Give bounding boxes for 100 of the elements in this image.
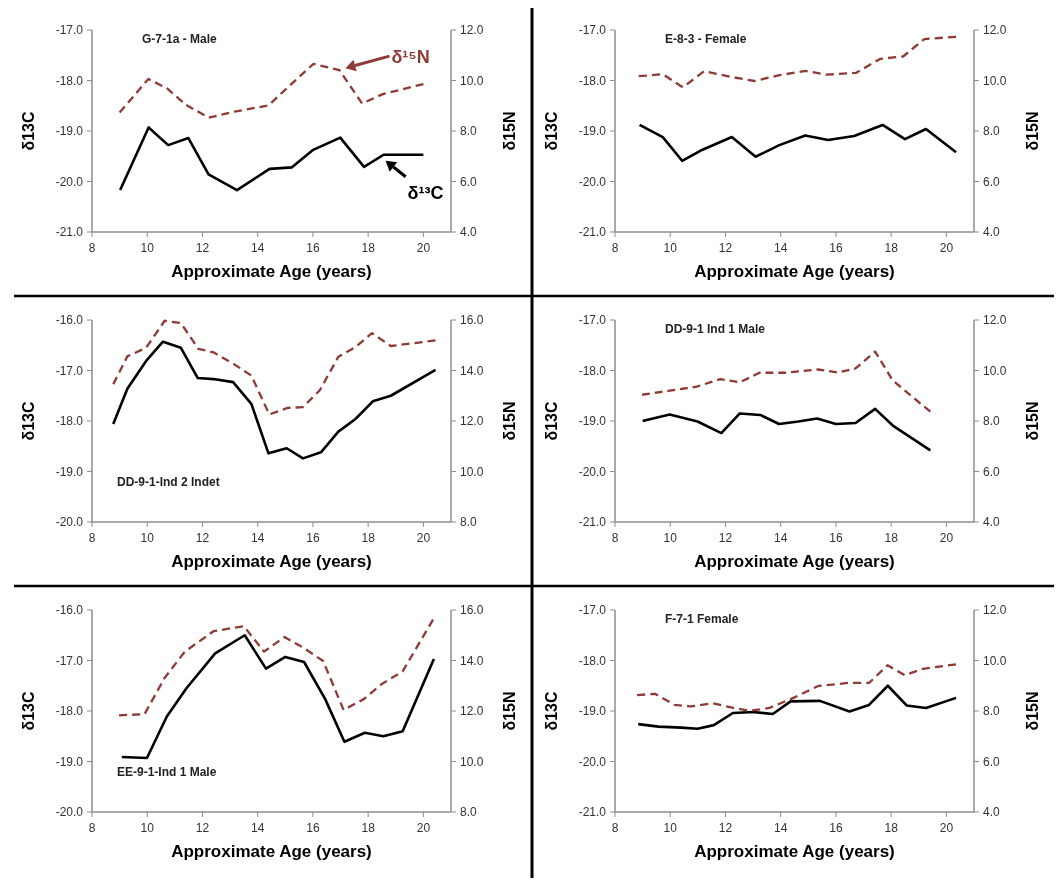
line-series xyxy=(117,618,435,717)
x-tick-label: 16 xyxy=(306,241,320,255)
y-tick-label: -19.0 xyxy=(55,754,84,769)
y-axis-title: δ13C xyxy=(20,691,37,731)
x-tick-label: 12 xyxy=(718,821,733,835)
chart-title: G-7-1a - Male xyxy=(142,32,218,47)
y-tick-label: -16.0 xyxy=(55,313,84,328)
y2-axis-title: δ15N xyxy=(501,111,518,151)
line-series xyxy=(120,633,436,760)
x-tick-label: 16 xyxy=(306,531,320,545)
y-axis-title: δ13C xyxy=(543,691,560,731)
y-tick-label: -16.0 xyxy=(55,603,84,618)
chart-title: E-8-3 - Female xyxy=(665,32,747,47)
chart-title: F-7-1 Female xyxy=(665,612,739,627)
x-tick-label: 12 xyxy=(195,241,210,255)
series-label: δ¹³C xyxy=(407,182,444,203)
y2-tick-label: 14.0 xyxy=(460,363,484,378)
y2-tick-label: 4.0 xyxy=(983,515,1001,530)
y2-axis-title: δ15N xyxy=(1024,691,1041,731)
y-tick-label: -20.0 xyxy=(578,464,607,479)
y2-tick-label: 12.0 xyxy=(460,23,484,38)
line-series xyxy=(640,350,932,413)
y-tick-label: -17.0 xyxy=(55,363,84,378)
x-tick-label: 14 xyxy=(251,241,265,255)
x-axis-title: Approximate Age (years) xyxy=(694,842,895,861)
y2-tick-label: 10.0 xyxy=(460,754,484,769)
y2-tick-label: 4.0 xyxy=(983,225,1001,240)
x-tick-label: 20 xyxy=(939,241,954,255)
x-tick-label: 10 xyxy=(663,821,678,835)
x-tick-label: 16 xyxy=(829,531,843,545)
x-tick-label: 14 xyxy=(774,531,788,545)
x-tick-label: 8 xyxy=(88,531,96,545)
y2-tick-label: 10.0 xyxy=(983,363,1007,378)
x-tick-label: 10 xyxy=(140,821,155,835)
y-tick-label: -21.0 xyxy=(55,225,84,240)
y2-tick-label: 16.0 xyxy=(460,313,484,328)
y2-tick-label: 8.0 xyxy=(983,124,1001,139)
x-axis-title: Approximate Age (years) xyxy=(171,552,372,571)
y-tick-label: -18.0 xyxy=(578,363,607,378)
y-axis-title: δ13C xyxy=(20,401,37,441)
x-tick-label: 18 xyxy=(884,241,899,255)
y-tick-label: -17.0 xyxy=(55,23,84,38)
y-tick-label: -20.0 xyxy=(578,754,607,769)
y-axis-title: δ13C xyxy=(543,401,560,441)
x-tick-label: 20 xyxy=(939,821,954,835)
x-tick-label: 18 xyxy=(361,531,376,545)
x-tick-label: 16 xyxy=(306,821,320,835)
y-tick-label: -17.0 xyxy=(578,23,607,38)
y2-tick-label: 12.0 xyxy=(460,704,484,719)
x-tick-label: 18 xyxy=(884,821,899,835)
y2-tick-label: 8.0 xyxy=(460,515,478,530)
y-tick-label: -18.0 xyxy=(55,73,84,88)
y-tick-label: -19.0 xyxy=(55,464,84,479)
y-tick-label: -17.0 xyxy=(578,603,607,618)
y2-axis-title: δ15N xyxy=(1024,111,1041,151)
y-axis-title: δ13C xyxy=(20,111,37,151)
y2-tick-label: 6.0 xyxy=(460,174,478,189)
x-axis-title: Approximate Age (years) xyxy=(694,552,895,571)
x-tick-label: 20 xyxy=(416,821,431,835)
x-tick-label: 8 xyxy=(611,821,619,835)
x-tick-label: 14 xyxy=(251,531,265,545)
y-tick-label: -20.0 xyxy=(578,174,607,189)
y2-tick-label: 10.0 xyxy=(460,73,484,88)
y-tick-label: -19.0 xyxy=(578,414,607,429)
line-series xyxy=(636,684,958,730)
y2-tick-label: 8.0 xyxy=(983,414,1001,429)
y2-tick-label: 12.0 xyxy=(460,414,484,429)
x-tick-label: 14 xyxy=(774,821,788,835)
line-series xyxy=(638,123,958,163)
x-tick-label: 8 xyxy=(611,531,619,545)
x-axis-title: Approximate Age (years) xyxy=(694,262,895,281)
line-series xyxy=(641,407,932,452)
y2-tick-label: 10.0 xyxy=(983,73,1007,88)
y-tick-label: -19.0 xyxy=(578,704,607,719)
y-tick-label: -18.0 xyxy=(55,414,84,429)
y2-tick-label: 8.0 xyxy=(983,704,1001,719)
line-series xyxy=(635,663,958,712)
x-axis-title: Approximate Age (years) xyxy=(171,842,372,861)
y2-tick-label: 6.0 xyxy=(983,174,1001,189)
chart-title: DD-9-1 Ind 1 Male xyxy=(665,322,766,337)
x-tick-label: 12 xyxy=(718,241,733,255)
x-tick-label: 14 xyxy=(251,821,265,835)
y-tick-label: -19.0 xyxy=(55,124,84,139)
y2-tick-label: 12.0 xyxy=(983,23,1007,38)
y-tick-label: -20.0 xyxy=(55,515,84,530)
y-tick-label: -18.0 xyxy=(55,704,84,719)
x-tick-label: 10 xyxy=(663,531,678,545)
y-tick-label: -21.0 xyxy=(578,515,607,530)
y-tick-label: -17.0 xyxy=(578,313,607,328)
y2-tick-label: 6.0 xyxy=(983,754,1001,769)
y-axis-title: δ13C xyxy=(543,111,560,151)
y2-tick-label: 4.0 xyxy=(460,225,478,240)
x-tick-label: 20 xyxy=(416,241,431,255)
x-tick-label: 10 xyxy=(663,241,678,255)
y2-tick-label: 8.0 xyxy=(460,805,478,820)
x-tick-label: 10 xyxy=(140,241,155,255)
y2-tick-label: 14.0 xyxy=(460,653,484,668)
x-tick-label: 18 xyxy=(361,241,376,255)
y2-axis-title: δ15N xyxy=(501,401,518,441)
x-tick-label: 8 xyxy=(611,241,619,255)
